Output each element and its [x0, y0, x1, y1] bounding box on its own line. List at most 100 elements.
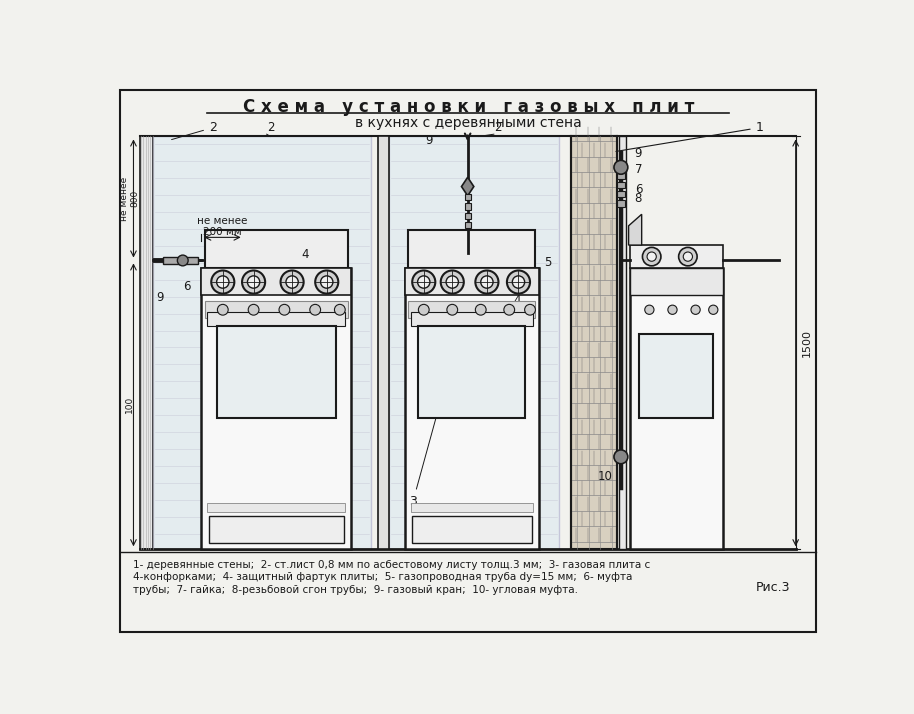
Bar	[410, 503, 533, 512]
Circle shape	[643, 247, 661, 266]
Bar	[630, 268, 723, 295]
Bar	[405, 268, 539, 295]
Circle shape	[614, 450, 628, 464]
Text: 2: 2	[267, 121, 274, 134]
Bar	[201, 268, 351, 549]
Bar	[617, 201, 625, 206]
Bar	[140, 136, 154, 549]
Text: 6: 6	[183, 280, 190, 293]
Circle shape	[507, 271, 530, 293]
Text: Рис.3: Рис.3	[756, 581, 791, 594]
Text: С х е м а   у с т а н о в к и   г а з о в ы х   п л и т: С х е м а у с т а н о в к и г а з о в ы …	[243, 99, 694, 116]
Circle shape	[475, 271, 498, 293]
Text: 10: 10	[598, 470, 612, 483]
Text: 100: 100	[125, 396, 134, 413]
Bar	[217, 326, 336, 418]
Circle shape	[708, 305, 717, 314]
Circle shape	[668, 305, 677, 314]
Bar	[389, 136, 558, 549]
Polygon shape	[462, 177, 473, 196]
Bar	[412, 516, 532, 543]
Text: в кухнях с деревянными стена: в кухнях с деревянными стена	[355, 116, 582, 131]
Circle shape	[504, 304, 515, 315]
Text: 3: 3	[409, 367, 450, 508]
Text: 9: 9	[634, 147, 643, 160]
Circle shape	[211, 271, 234, 293]
Text: не менее
800: не менее 800	[120, 176, 139, 221]
Text: 2: 2	[494, 121, 502, 134]
Bar	[186, 257, 198, 263]
Text: 9: 9	[425, 134, 433, 147]
Bar	[617, 191, 625, 197]
Text: не менее
200 мм: не менее 200 мм	[197, 216, 248, 237]
Circle shape	[310, 304, 321, 315]
Bar	[209, 516, 344, 543]
Bar	[419, 326, 526, 418]
Bar	[409, 301, 536, 318]
Circle shape	[418, 276, 430, 288]
Bar	[619, 136, 626, 549]
Circle shape	[678, 247, 697, 266]
Text: трубы;  7- гайка;  8-резьбовой сгон трубы;  9- газовый кран;  10- угловая муфта.: трубы; 7- гайка; 8-резьбовой сгон трубы;…	[133, 585, 579, 595]
Text: 9: 9	[156, 291, 165, 303]
Text: 4: 4	[302, 248, 309, 261]
Bar	[154, 136, 371, 549]
Circle shape	[644, 305, 654, 314]
Circle shape	[281, 271, 303, 293]
Bar	[163, 256, 181, 264]
Circle shape	[335, 304, 345, 315]
Polygon shape	[629, 214, 642, 245]
Circle shape	[286, 276, 298, 288]
Bar	[464, 194, 471, 201]
Bar	[205, 301, 347, 318]
Bar	[207, 312, 345, 326]
Bar	[405, 268, 539, 549]
Circle shape	[218, 304, 228, 315]
Circle shape	[691, 305, 700, 314]
Bar	[617, 182, 625, 188]
Circle shape	[248, 276, 260, 288]
Bar	[409, 230, 536, 268]
Circle shape	[513, 276, 525, 288]
Circle shape	[249, 304, 259, 315]
Bar	[410, 312, 533, 326]
Bar	[464, 213, 471, 219]
Circle shape	[419, 304, 430, 315]
Text: 4-конфорками;  4- защитный фартук плиты;  5- газопроводная труба dy=15 мм;  6- м: 4-конфорками; 4- защитный фартук плиты; …	[133, 573, 632, 583]
Text: 8: 8	[634, 192, 643, 205]
Circle shape	[242, 271, 265, 293]
Bar	[207, 503, 345, 512]
Bar	[205, 230, 347, 268]
Circle shape	[279, 304, 290, 315]
Circle shape	[412, 271, 435, 293]
Circle shape	[441, 271, 463, 293]
Bar	[378, 136, 389, 549]
Text: 1- деревянные стены;  2- ст.лист 0,8 мм по асбестовому листу толщ.3 мм;  3- газо: 1- деревянные стены; 2- ст.лист 0,8 мм п…	[133, 560, 651, 570]
Circle shape	[525, 304, 536, 315]
Text: 7: 7	[634, 163, 643, 176]
Bar	[571, 136, 617, 549]
Bar	[464, 222, 471, 228]
Bar	[630, 245, 723, 268]
Text: 2: 2	[172, 121, 217, 139]
Text: 6: 6	[634, 183, 643, 196]
Circle shape	[177, 255, 188, 266]
Circle shape	[475, 304, 486, 315]
Bar	[640, 333, 713, 418]
Bar	[464, 203, 471, 210]
Bar	[630, 268, 723, 549]
Circle shape	[321, 276, 333, 288]
Text: 1500: 1500	[802, 329, 812, 357]
Circle shape	[446, 276, 459, 288]
Circle shape	[481, 276, 493, 288]
Circle shape	[647, 252, 656, 261]
Text: 4: 4	[513, 294, 521, 307]
Circle shape	[447, 304, 458, 315]
Bar	[617, 173, 625, 178]
Text: 1: 1	[616, 121, 763, 151]
Circle shape	[614, 161, 628, 174]
Bar	[201, 268, 351, 295]
Circle shape	[684, 252, 693, 261]
Circle shape	[315, 271, 338, 293]
Text: 5: 5	[544, 256, 551, 269]
